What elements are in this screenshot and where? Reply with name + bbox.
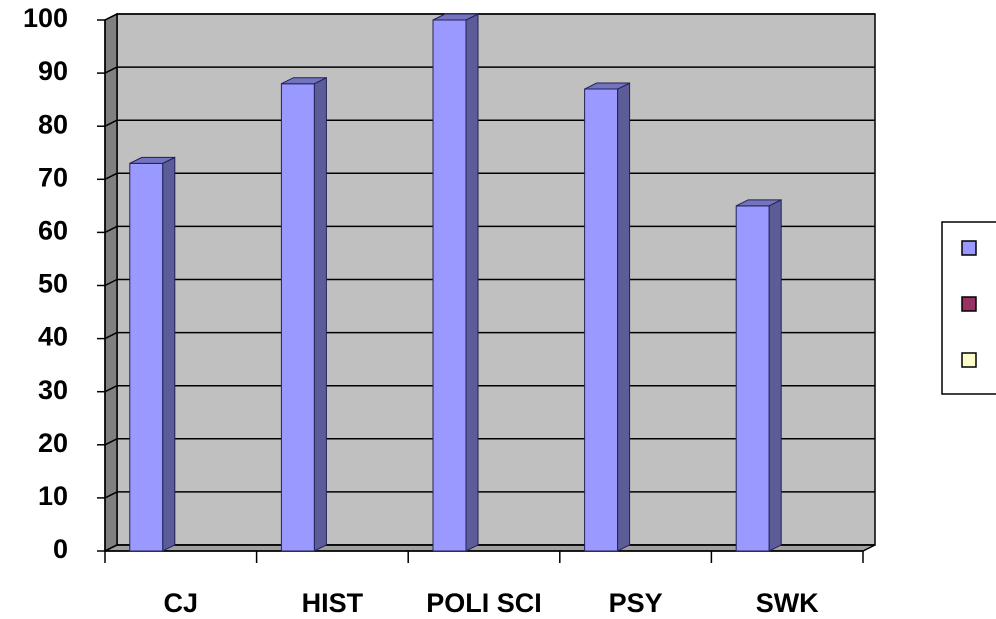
grid-line xyxy=(104,491,118,499)
y-tick-label: 60 xyxy=(38,216,68,246)
grid-line xyxy=(104,438,118,446)
grid-line xyxy=(104,119,118,127)
x-tick-label: CJ xyxy=(164,588,199,618)
bar-top xyxy=(432,13,479,21)
legend-swatch xyxy=(961,240,977,256)
grid-line xyxy=(104,13,118,21)
bar xyxy=(432,13,479,552)
bar xyxy=(129,156,176,552)
bar-top xyxy=(584,82,630,90)
y-tick-label: 100 xyxy=(23,3,68,33)
grid-line xyxy=(104,278,118,287)
y-tick-label: 70 xyxy=(38,162,68,192)
x-tick-label: HIST xyxy=(302,588,364,618)
bar-front xyxy=(584,88,619,552)
bar xyxy=(584,82,631,552)
bar-front xyxy=(432,19,467,552)
y-tick-label: 20 xyxy=(38,428,68,458)
bar-side xyxy=(617,82,631,552)
x-tick-label: SWK xyxy=(756,588,819,618)
grid-line xyxy=(104,66,118,74)
bar-side xyxy=(465,13,479,552)
legend-swatch xyxy=(961,352,977,368)
grid-line xyxy=(104,172,118,180)
y-tick-label: 80 xyxy=(38,109,68,139)
y-tick-label: 40 xyxy=(38,322,68,352)
grid-line xyxy=(104,544,118,552)
bar-side xyxy=(313,76,327,552)
bar-front xyxy=(280,83,315,552)
y-tick-label: 10 xyxy=(38,481,68,511)
x-tick-label: PSY xyxy=(609,588,663,618)
legend-swatch xyxy=(961,296,977,312)
grid-line xyxy=(104,225,118,234)
bar-side xyxy=(162,156,176,552)
bar-front xyxy=(129,162,164,552)
bar-side xyxy=(768,199,782,552)
y-tick-label: 90 xyxy=(38,56,68,86)
y-tick-label: 50 xyxy=(38,269,68,299)
y-tick-label: 0 xyxy=(53,534,68,564)
bar-front xyxy=(735,205,770,552)
grid-line xyxy=(104,331,118,340)
bar-top xyxy=(281,77,327,85)
bar xyxy=(280,76,327,552)
y-tick-label: 30 xyxy=(38,375,68,405)
bar xyxy=(735,199,782,552)
grid-line xyxy=(104,385,118,393)
bar-top xyxy=(735,199,782,207)
bar-top xyxy=(129,156,176,164)
x-tick-label: POLI SCI xyxy=(426,588,542,618)
